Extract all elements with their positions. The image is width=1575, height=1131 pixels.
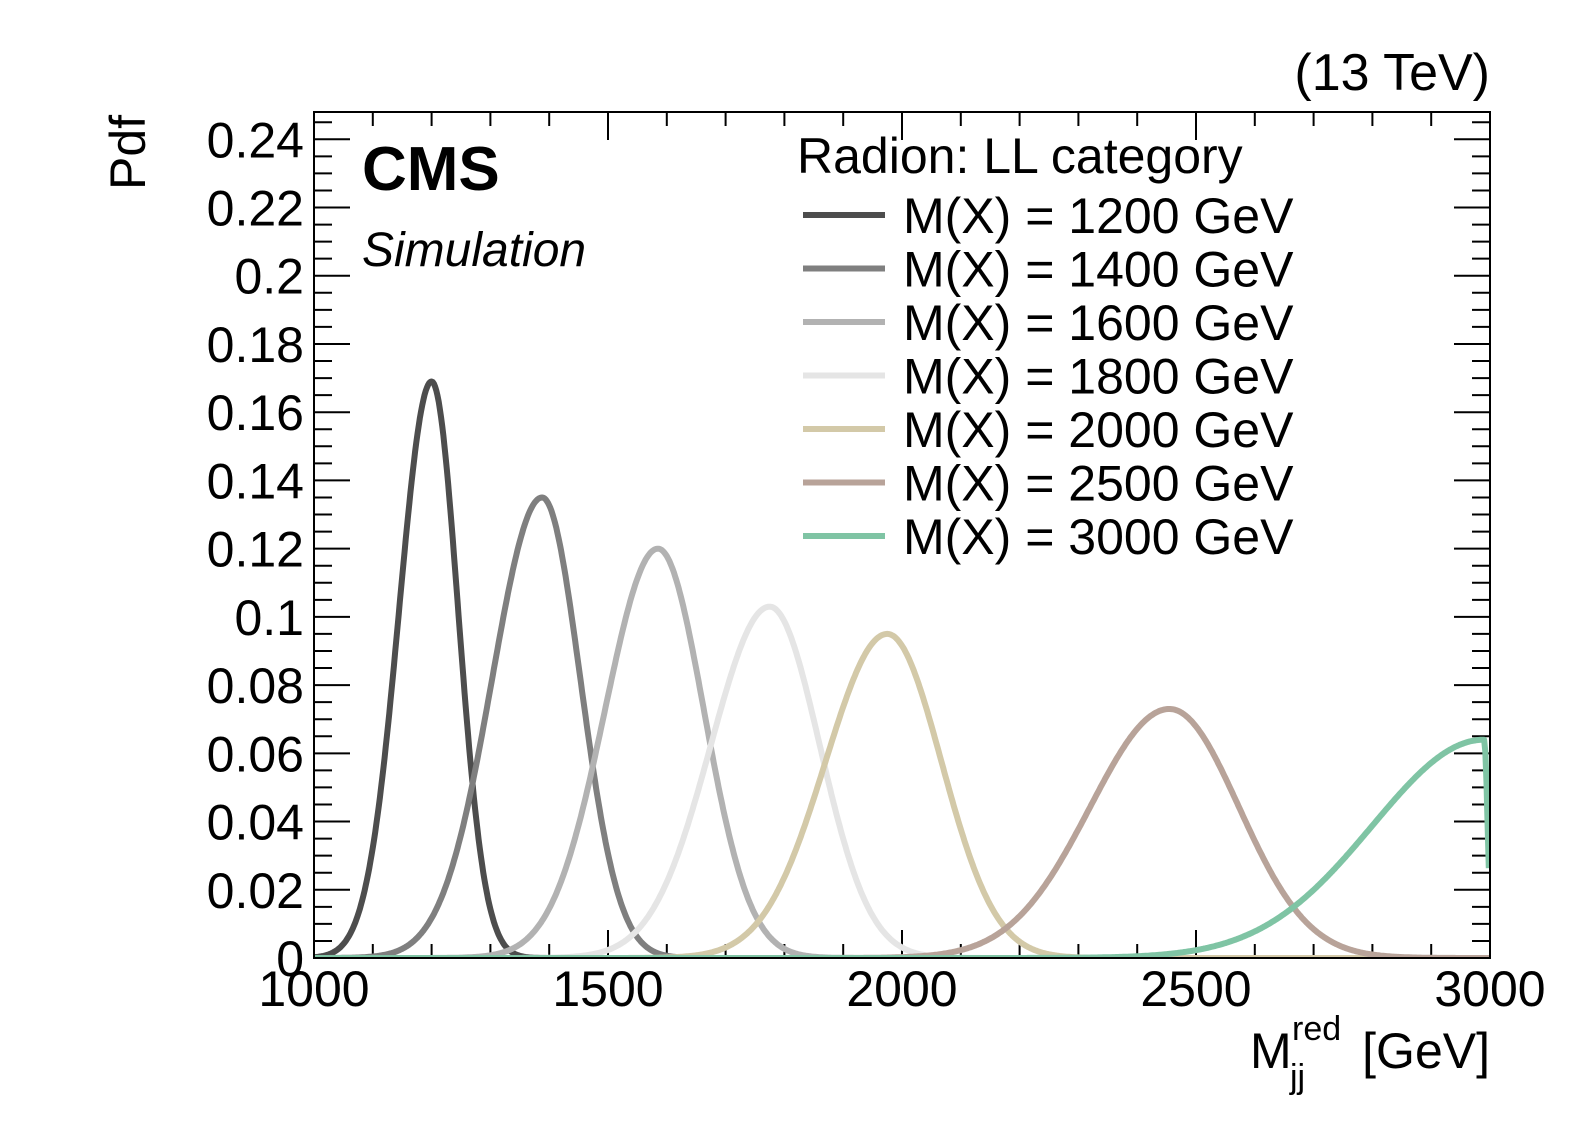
y-tick-label: 0.22 <box>207 181 304 237</box>
x-axis-title-superscript: red <box>1292 1010 1341 1048</box>
legend-entry-label: M(X) = 1800 GeV <box>903 349 1294 405</box>
energy-label: (13 TeV) <box>1294 44 1490 102</box>
series-line <box>314 736 1490 958</box>
x-tick-label: 2000 <box>846 961 957 1017</box>
legend-entry-label: M(X) = 1600 GeV <box>903 295 1294 351</box>
x-axis-title: M jj red [GeV] <box>1250 1010 1490 1096</box>
legend-entry-label: M(X) = 1400 GeV <box>903 242 1294 298</box>
x-tick-label: 3000 <box>1434 961 1545 1017</box>
y-tick-label: 0.16 <box>207 385 304 441</box>
axis-ticks <box>313 112 1491 959</box>
y-tick-label: 0.18 <box>207 317 304 373</box>
y-tick-label: 0.1 <box>234 590 304 646</box>
x-tick-label: 1500 <box>552 961 663 1017</box>
series-line <box>314 545 1490 958</box>
simulation-label: Simulation <box>362 224 586 277</box>
y-tick-label: 0.06 <box>207 726 304 782</box>
y-tick-label: 0.02 <box>207 863 304 919</box>
experiment-label: CMS <box>362 135 500 204</box>
y-tick-label: 0.24 <box>207 112 304 168</box>
x-axis-title-unit: [GeV] <box>1362 1023 1490 1079</box>
x-tick-label: 1000 <box>258 961 369 1017</box>
x-tick-label: 2500 <box>1140 961 1251 1017</box>
legend-entry-label: M(X) = 2500 GeV <box>903 456 1294 512</box>
y-tick-label: 0.08 <box>207 658 304 714</box>
y-tick-label: 0.2 <box>234 249 304 305</box>
series-line <box>314 630 1490 958</box>
x-axis-title-subscript: jj <box>1289 1058 1305 1096</box>
plot-frame <box>313 111 1491 959</box>
legend-entry-label: M(X) = 2000 GeV <box>903 402 1294 458</box>
y-tick-label: 0.14 <box>207 453 304 509</box>
y-tick-label: 0.04 <box>207 795 304 851</box>
legend: Radion: LL category M(X) = 1200 GeVM(X) … <box>797 128 1294 565</box>
y-tick-label: 0 <box>276 931 304 987</box>
legend-entry-label: M(X) = 1200 GeV <box>903 188 1294 244</box>
legend-title: Radion: LL category <box>797 128 1243 184</box>
legend-entry-label: M(X) = 3000 GeV <box>903 509 1294 565</box>
y-axis-title: Pdf <box>100 115 156 190</box>
x-axis-title-main: M <box>1250 1023 1292 1079</box>
axis-tick-labels: 1000 1500 2000 2500 3000 0 0.02 0.04 0.06 0.08 0.1… <box>207 112 1546 1017</box>
y-tick-label: 0.12 <box>207 522 304 578</box>
series-line <box>314 603 1490 958</box>
series-line <box>314 494 1490 958</box>
